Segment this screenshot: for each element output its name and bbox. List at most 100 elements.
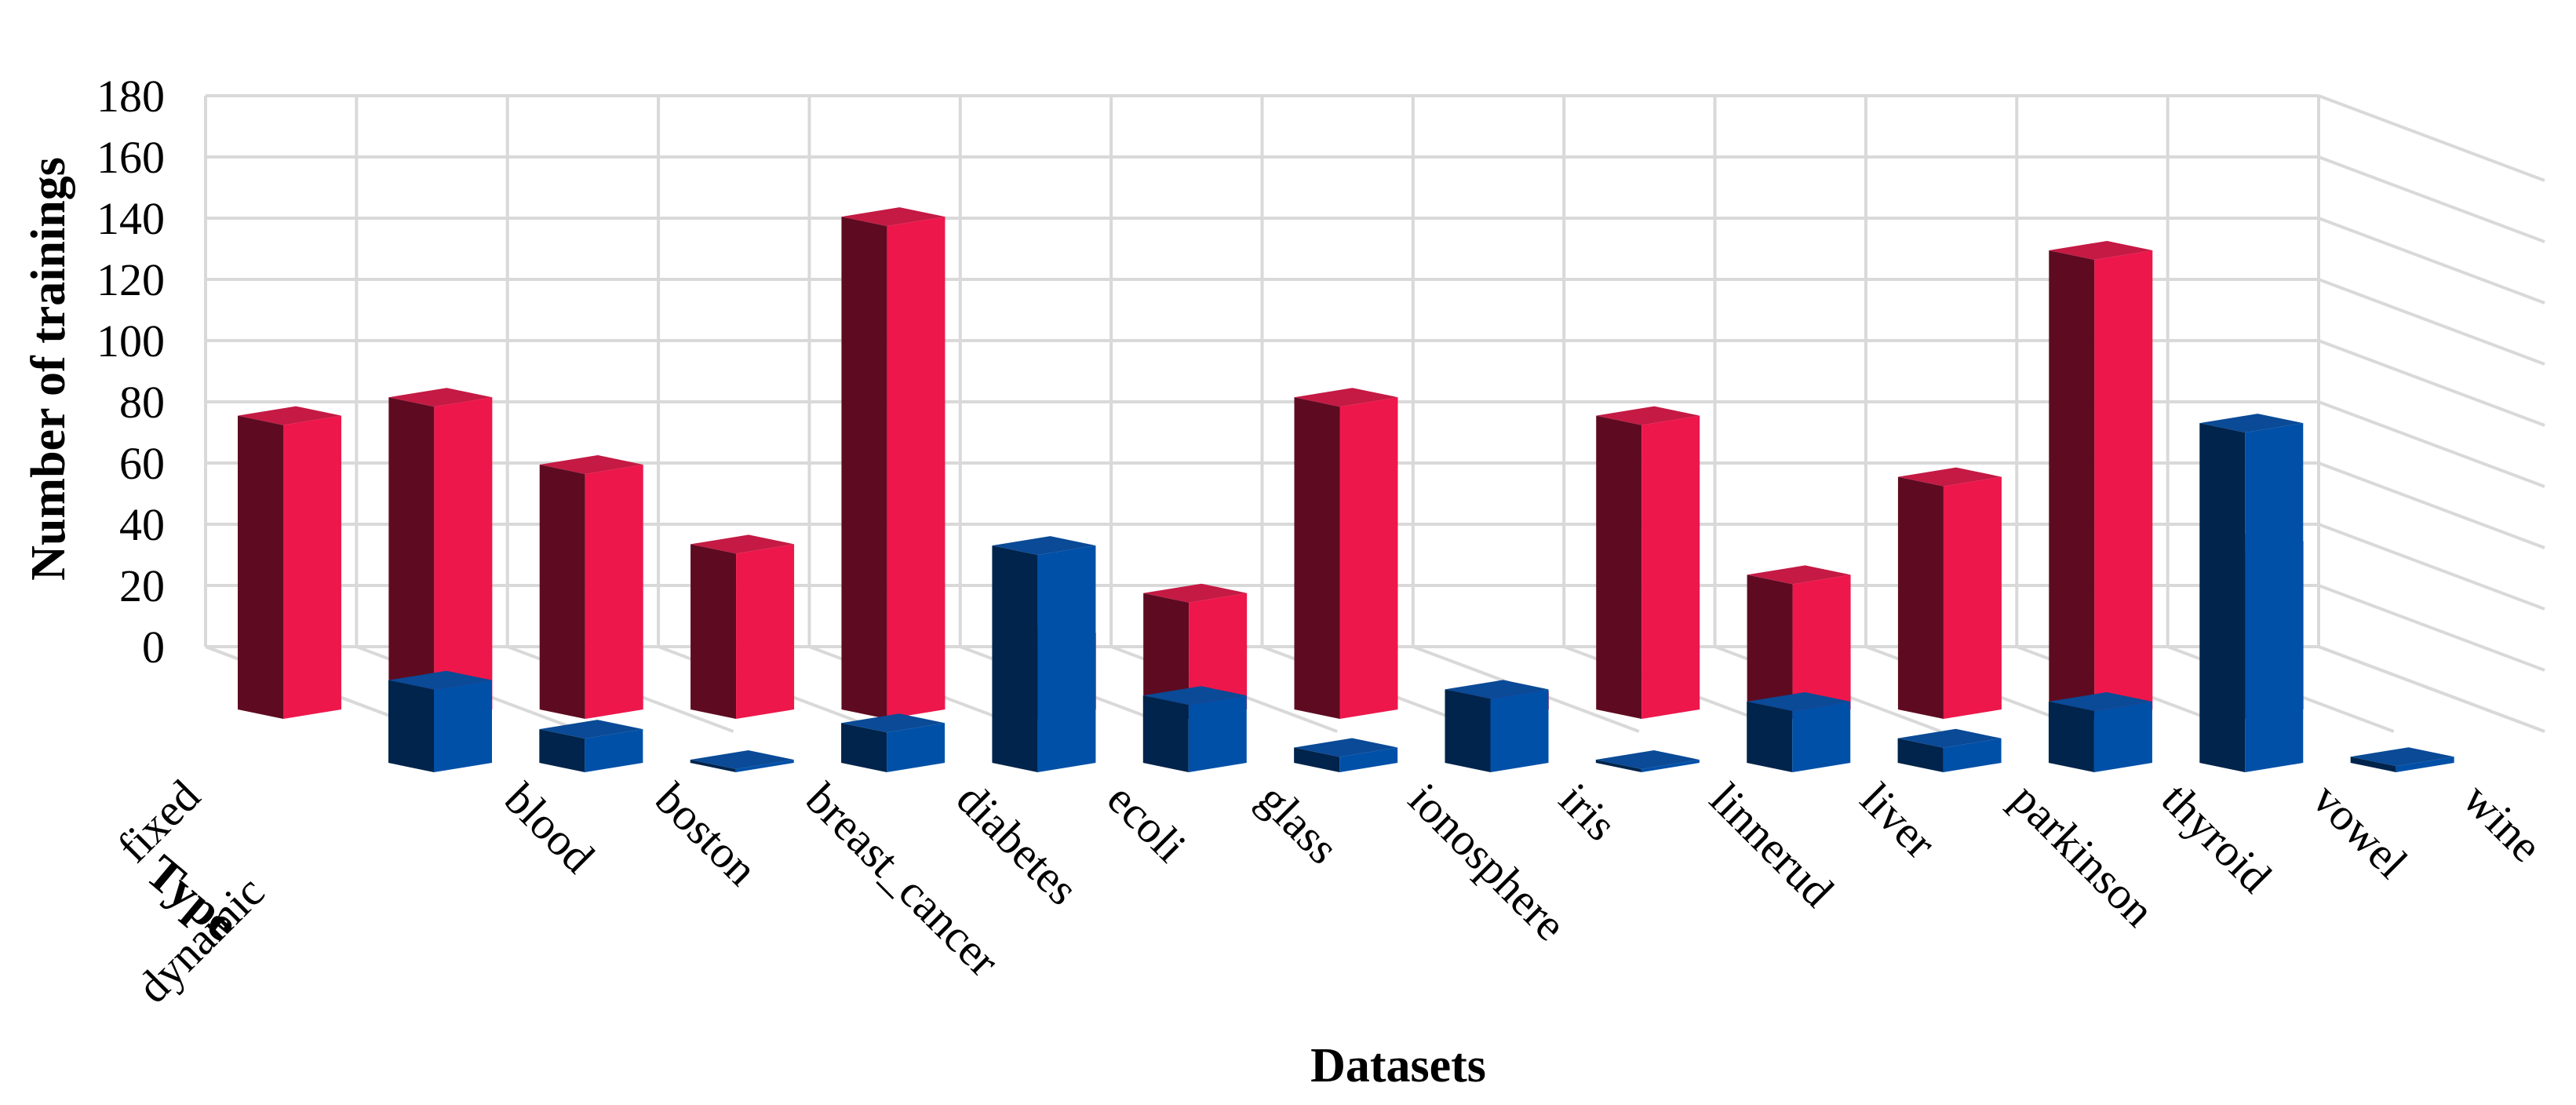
bar-side-face xyxy=(539,729,585,772)
bar-dynamic-iris xyxy=(1445,680,1549,772)
bar-front-face xyxy=(1339,747,1398,772)
bar-dynamic-boston xyxy=(539,720,643,772)
bar-top-face xyxy=(1596,406,1700,425)
gridline-right-wall xyxy=(2318,217,2545,305)
y-tick-label: 80 xyxy=(119,377,165,428)
bar-top-face xyxy=(992,536,1096,556)
bar-front-face xyxy=(736,544,795,719)
bar-side-face xyxy=(690,760,736,772)
bar-top-face xyxy=(1747,692,1851,711)
bar-front-face xyxy=(1641,760,1700,772)
bar-top-face xyxy=(1445,680,1549,699)
bar-front-face xyxy=(1188,695,1247,772)
y-tick-label: 180 xyxy=(97,71,165,122)
bar-fixed-diabetes xyxy=(690,534,795,719)
bar-fixed-breast_cancer xyxy=(539,455,643,719)
bar-top-face xyxy=(841,713,946,733)
bar-fixed-blood xyxy=(238,406,341,719)
bar-dynamic-wine xyxy=(2350,747,2454,772)
bar-side-face xyxy=(2049,250,2095,719)
bar-top-face xyxy=(2049,241,2153,260)
gridline-right-wall xyxy=(2318,400,2545,488)
x-tick-label: ecoli xyxy=(1098,773,1197,872)
x-tick-label: parkinson xyxy=(2002,773,2165,936)
bar-top-face xyxy=(1747,565,1851,585)
bar-side-face xyxy=(1897,738,1944,772)
grid-layer xyxy=(204,94,2545,733)
y-tick-label: 100 xyxy=(97,315,165,367)
bar-front-face xyxy=(2396,757,2454,772)
bar-front-face xyxy=(2093,702,2152,772)
bar-side-face xyxy=(388,680,434,772)
bar-side-face xyxy=(1596,415,1642,719)
bar-side-face xyxy=(841,217,887,720)
x-tick-label: boston xyxy=(646,773,767,895)
bar-side-face xyxy=(690,544,737,719)
bar-side-face xyxy=(841,723,887,772)
bar-top-face xyxy=(388,388,493,407)
bar-top-face xyxy=(388,670,492,690)
x-tick-label: glass xyxy=(1248,773,1349,873)
bar-front-face xyxy=(735,760,794,772)
bar-dynamic-diabetes xyxy=(841,713,946,772)
bar-dynamic-liver xyxy=(1747,692,1851,772)
bar-front-face xyxy=(585,729,643,772)
bar-top-face xyxy=(690,750,794,769)
bar-front-face xyxy=(585,465,643,719)
bar-dynamic-parkinson xyxy=(1897,728,2002,772)
x-axis-title: Datasets xyxy=(1310,1039,1486,1092)
bar-side-face xyxy=(992,545,1038,772)
x-tick-label: liver xyxy=(1851,773,1946,868)
gridline-right-wall xyxy=(2318,155,2545,243)
bar-dynamic-thyroid xyxy=(2048,692,2152,772)
bar-fixed-liver xyxy=(1596,406,1700,719)
gridline-right-wall xyxy=(2318,523,2545,611)
x-tick-label: ionosphere xyxy=(1399,773,1576,950)
bar-top-face xyxy=(1294,388,1398,407)
bar-side-face xyxy=(1294,397,1340,719)
bar-side-face xyxy=(539,465,585,719)
bar-top-face xyxy=(1897,728,2002,748)
y-tick-label: 120 xyxy=(97,254,165,305)
bar-front-face xyxy=(887,723,946,772)
gridline-right-wall xyxy=(2318,94,2545,182)
bar-top-face xyxy=(1897,467,2002,487)
bar-top-face xyxy=(1294,738,1398,757)
bar-front-face xyxy=(1641,415,1700,719)
bar-front-face xyxy=(283,415,341,719)
bar-front-face xyxy=(434,680,492,772)
x-tick-label: thyroid xyxy=(2152,773,2281,902)
bar-side-face xyxy=(1142,695,1189,772)
bar-fixed-iris xyxy=(1294,388,1398,719)
bar-front-face xyxy=(2094,250,2153,719)
bar-dynamic-blood xyxy=(388,670,492,772)
bar-top-face xyxy=(1142,686,1247,706)
y-tick-label: 140 xyxy=(97,193,165,244)
bar-dynamic-linnerud xyxy=(1595,750,1700,772)
bar-dynamic-ionosphere xyxy=(1294,738,1398,772)
bar-fixed-ecoli xyxy=(841,207,946,720)
bar-dynamic-breast_cancer xyxy=(690,750,794,772)
y-axis-title: Number of trainings xyxy=(22,157,75,581)
y-tick-label: 20 xyxy=(119,560,165,611)
x-tick-label: diabetes xyxy=(947,773,1088,914)
x-tick-label: iris xyxy=(1550,773,1627,850)
bar-layer xyxy=(238,207,2454,772)
bar-front-face xyxy=(1490,689,1549,772)
gridline-right-wall xyxy=(2318,584,2545,672)
y-tick-label: 60 xyxy=(119,438,165,489)
bar-front-face xyxy=(1943,738,2002,772)
bar-side-face xyxy=(2199,423,2246,772)
bar-fixed-vowel xyxy=(2049,241,2153,719)
bar-top-face xyxy=(2199,414,2304,433)
gridline-right-wall xyxy=(2318,461,2545,549)
bar-top-face xyxy=(841,207,946,227)
bar-side-face xyxy=(1143,593,1190,719)
bar-side-face xyxy=(1747,574,1793,719)
bar-front-face xyxy=(1037,545,1096,772)
bar-front-face xyxy=(1792,702,1851,772)
x-tick-label: vowel xyxy=(2303,773,2418,888)
y-tick-label: 160 xyxy=(97,132,165,183)
y-tick-label: 0 xyxy=(142,622,165,673)
bar-dynamic-vowel xyxy=(2199,414,2304,772)
